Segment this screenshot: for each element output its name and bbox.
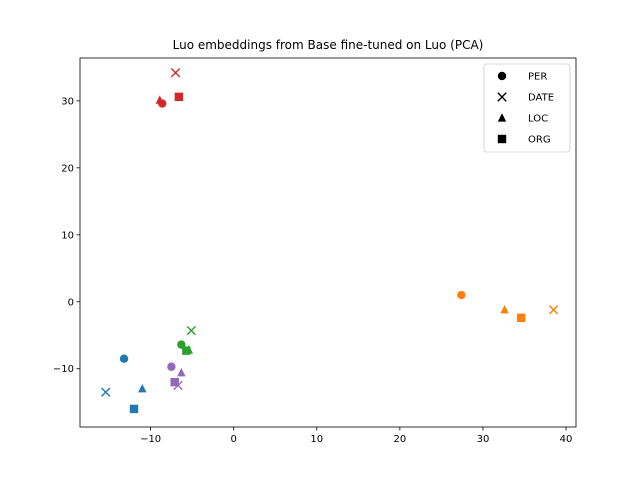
x-tick-label: −10: [140, 434, 161, 445]
point-orange-loc: [500, 305, 509, 314]
y-tick-label: 30: [61, 96, 74, 107]
point-purple-per: [167, 362, 176, 371]
x-tick-label: 30: [477, 434, 490, 445]
point-red-org: [174, 92, 184, 102]
x-axis: −10 0 10 20 30 40: [140, 427, 572, 445]
point-blue-date: [101, 387, 111, 397]
x-tick-label: 10: [310, 434, 323, 445]
point-blue-org: [129, 404, 139, 414]
y-tick-label: −10: [53, 364, 74, 375]
legend-marker-org: [497, 134, 507, 144]
point-orange-per: [457, 290, 466, 300]
axes-frame: [79, 57, 577, 428]
legend: PER DATE LOC ORG: [483, 63, 571, 153]
y-axis: −10 0 10 20 30: [53, 96, 80, 375]
legend-label-per: PER: [528, 72, 547, 83]
legend-marker-loc: [497, 113, 507, 122]
point-green-org: [182, 346, 191, 355]
legend-label-org: ORG: [528, 135, 551, 146]
point-red-loc: [155, 95, 164, 104]
point-purple-loc: [177, 367, 186, 377]
x-tick-label: 40: [560, 434, 573, 445]
point-red-date: [170, 68, 181, 78]
legend-box: [483, 63, 571, 153]
point-purple-org: [170, 377, 179, 387]
point-orange-date: [548, 305, 559, 315]
legend-label-date: DATE: [528, 93, 554, 104]
plot-area: [101, 68, 559, 414]
chart-title: Luo embeddings from Base fine-tuned on L…: [173, 38, 484, 52]
y-tick-label: 10: [61, 230, 74, 241]
x-tick-label: 0: [231, 434, 237, 445]
y-tick-label: 20: [61, 163, 74, 174]
legend-label-loc: LOC: [528, 114, 548, 125]
x-tick-label: 20: [393, 434, 406, 445]
legend-marker-per: [497, 71, 507, 81]
point-blue-per: [119, 354, 129, 363]
legend-marker-date: [497, 92, 507, 102]
point-orange-org: [516, 313, 526, 323]
y-tick-label: 0: [68, 297, 74, 308]
point-green-date: [186, 325, 197, 336]
point-blue-loc: [138, 384, 147, 393]
